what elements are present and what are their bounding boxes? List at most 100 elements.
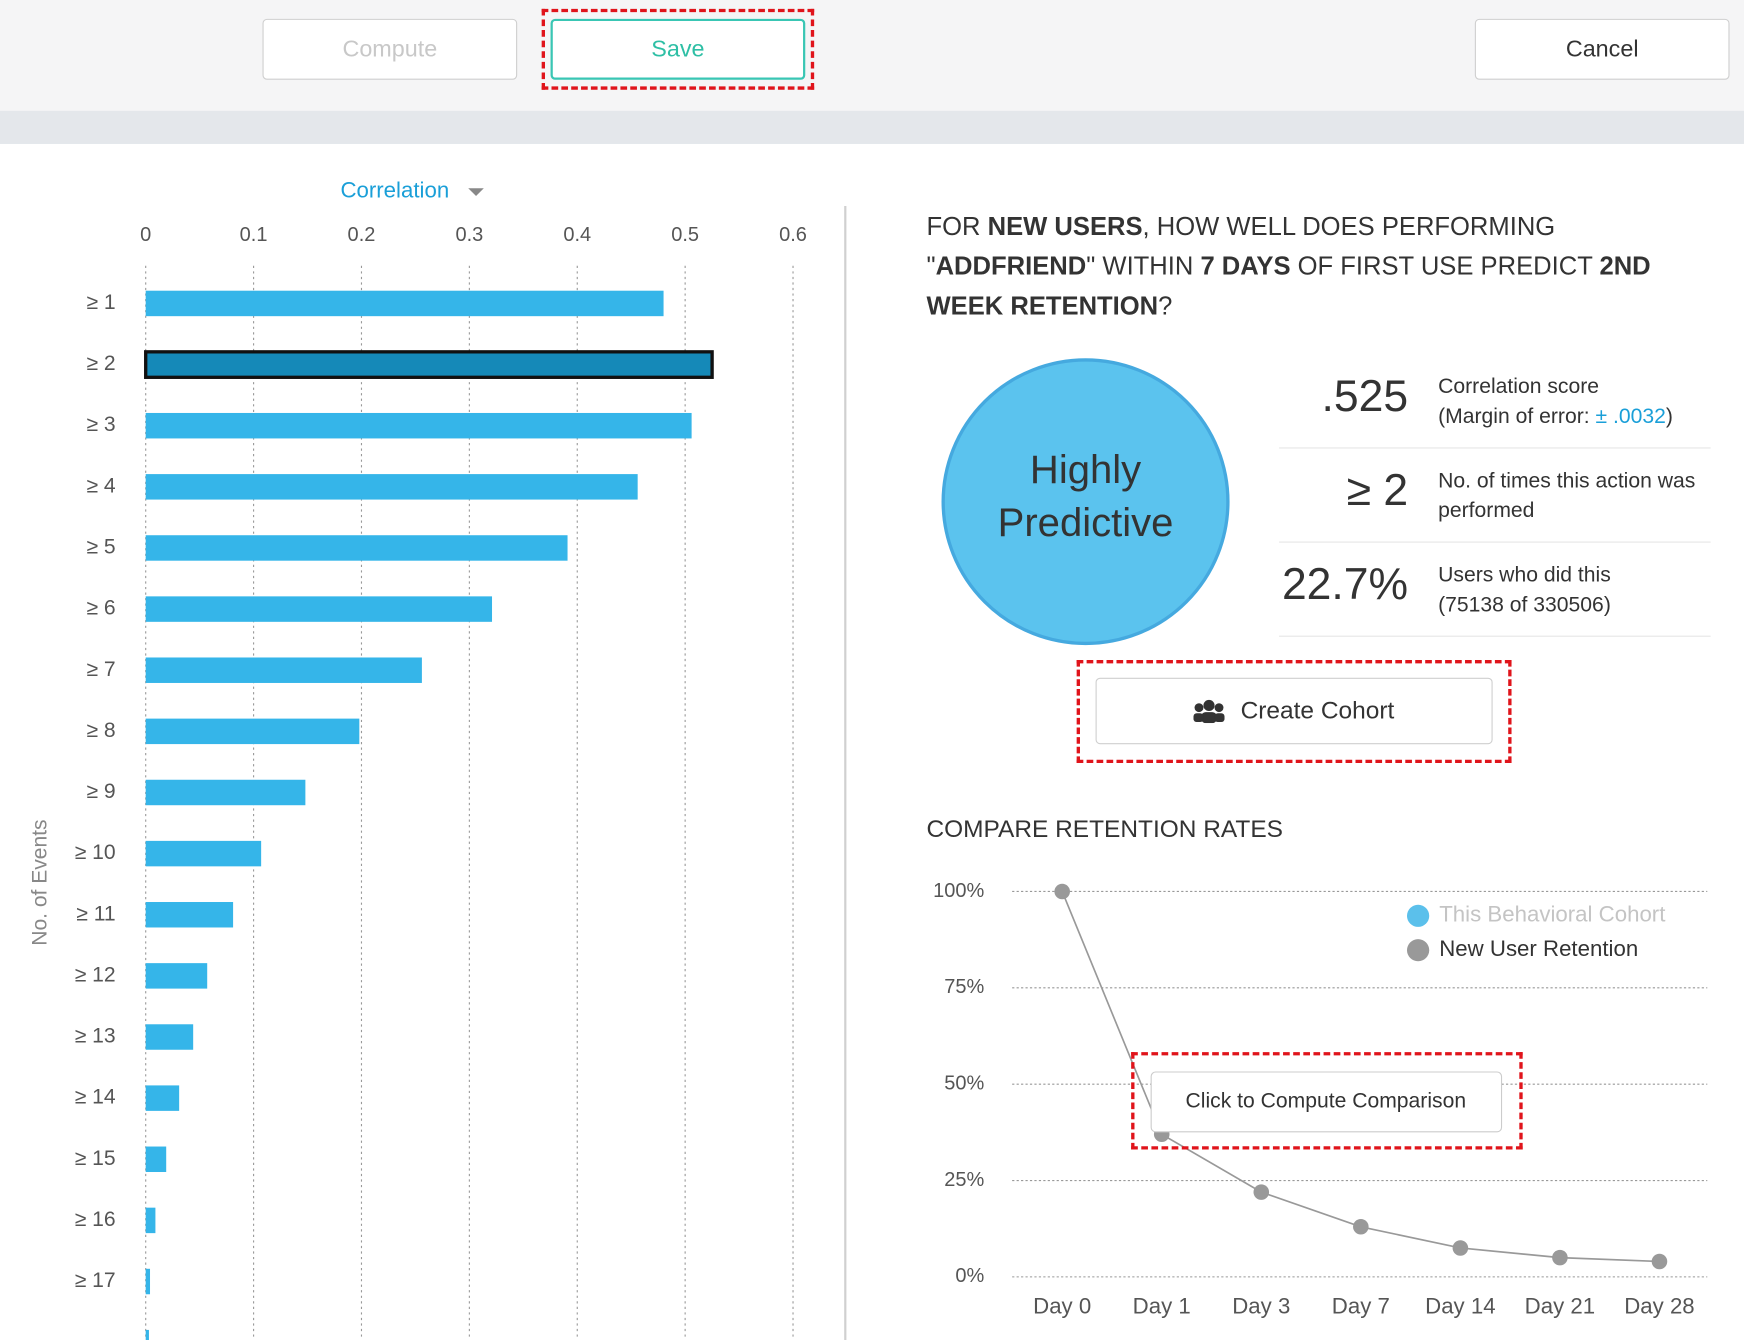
y-tick-label: 50% [944,1072,984,1094]
point [1452,1240,1469,1256]
bar [145,718,360,745]
question-part: , HOW WELL DOES PERFORMING " [926,211,1556,281]
create-cohort-label[interactable]: Create Cohort [1240,696,1395,725]
legend-swatch [1406,904,1430,927]
x-tick-label: Day 7 [1332,1294,1390,1319]
bar [145,1268,151,1295]
bar [145,902,234,928]
stat-value: 22.7% [1281,560,1409,610]
stat-row: ≥ 2 No. of times this action was performe… [1279,449,1711,543]
y-tick-label: ≥ 13 [75,1025,116,1048]
point [1552,1249,1568,1266]
y-tick-label: ≥ 11 [76,902,115,925]
x-tick-label: 0.3 [455,224,483,246]
x-tick-label: 0.2 [348,224,376,246]
question: FOR NEW USERS, HOW WELL DOES PERFORMING … [926,206,1693,326]
x-tick-label: Day 3 [1232,1294,1290,1319]
question-part: NEW USERS [987,211,1143,241]
legend-label: This Behavioral Cohort [1439,902,1665,927]
y-tick-label: ≥ 10 [75,841,116,864]
x-tick-label: Day 21 [1525,1294,1595,1319]
stat-value: .525 [1321,372,1409,421]
legend-swatch [1406,939,1430,962]
question-part: OF FIRST USE PREDICT [1290,251,1600,281]
verdict-circle [941,358,1230,646]
cancel-button[interactable]: Cancel [1474,18,1730,80]
tooltip-box[interactable] [1150,1071,1503,1133]
bar [145,412,692,439]
stat-note: ) [1665,405,1673,429]
y-tick-label: ≥ 5 [86,536,115,559]
bar [145,535,568,561]
stat-note: (Margin of error: [1438,405,1596,429]
tooltip[interactable]: Click to Compute Comparison [1185,1089,1466,1112]
question-part: 7 DAYS [1200,251,1291,281]
section-title: COMPARE RETENTION RATES [926,816,1283,843]
dropdown-caret[interactable] [468,188,484,197]
y-tick-label: 25% [944,1169,984,1191]
y-tick-label: ≥ 12 [75,963,116,986]
save-button[interactable]: Save [550,18,806,80]
bar [145,474,638,500]
metric-dropdown[interactable]: Correlation [340,177,449,202]
bar [145,1329,149,1340]
highlight-box [1076,660,1512,764]
create-cohort-button[interactable]: Create Cohort [1095,677,1493,745]
bar [145,1024,194,1050]
x-tick-label: Day 28 [1624,1294,1694,1319]
x-tick-label: 0 [140,224,151,246]
stat-label-box: Correlation score (Margin of error: ± .00… [1438,372,1710,432]
stat-label: Correlation score [1438,375,1600,399]
toolbar-strip [0,110,1744,144]
bar [145,1085,180,1111]
y-tick-label: ≥ 3 [86,413,115,436]
highlight-box [1131,1052,1523,1150]
question-part: ? [1158,291,1173,321]
bar [145,1207,156,1234]
point [1651,1253,1668,1270]
y-tick-label: ≥ 1 [86,291,115,314]
bar [145,596,493,622]
x-tick-label: 0.4 [563,224,591,246]
bar [145,290,664,317]
bar [145,963,208,989]
x-tick-label: 0.1 [240,224,268,246]
y-tick-label: ≥ 4 [86,474,115,497]
bar [145,1146,167,1173]
y-tick-label: 75% [944,976,984,998]
stat-note: (75138 of 330506) [1438,593,1611,617]
x-tick-label: Day 14 [1425,1294,1495,1319]
bar [145,779,306,806]
point [1054,883,1070,900]
stat-label-box: No. of times this action was performed [1438,466,1710,526]
x-tick-label: Day 1 [1133,1294,1191,1319]
y-tick-label: ≥ 14 [75,1086,116,1109]
margin-link[interactable]: ± .0032 [1595,405,1666,429]
compute-button[interactable]: Compute [262,18,518,80]
question-part: FOR [926,211,988,241]
y-axis-label: No. of Events [29,820,52,946]
y-tick-label: ≥ 7 [86,658,115,681]
y-tick-label: ≥ 2 [86,352,115,375]
y-tick-label: ≥ 9 [86,780,115,803]
point [1353,1219,1369,1235]
y-tick-label: 100% [933,880,984,902]
verdict: Highly Predictive [997,446,1174,545]
y-tick-label: ≥ 8 [86,719,115,742]
stat-value: ≥ 2 [1346,466,1409,515]
y-tick-label: ≥ 16 [75,1208,116,1231]
y-tick-label: ≥ 15 [75,1147,116,1170]
stat-label: No. of times this action was performed [1438,469,1696,523]
bar [145,840,262,867]
stat-row: 22.7% Users who did this (75138 of 330506) [1279,543,1711,637]
y-tick-label: ≥ 17 [75,1269,116,1292]
x-tick-label: 0.5 [671,224,699,246]
point [1253,1184,1270,1200]
bar [145,657,422,683]
question-part: 2ND WEEK RETENTION [926,251,1651,321]
y-tick-label: ≥ 6 [86,597,115,620]
bar [144,350,714,379]
x-tick-label: 0.6 [779,224,807,246]
highlight-box [541,8,815,90]
